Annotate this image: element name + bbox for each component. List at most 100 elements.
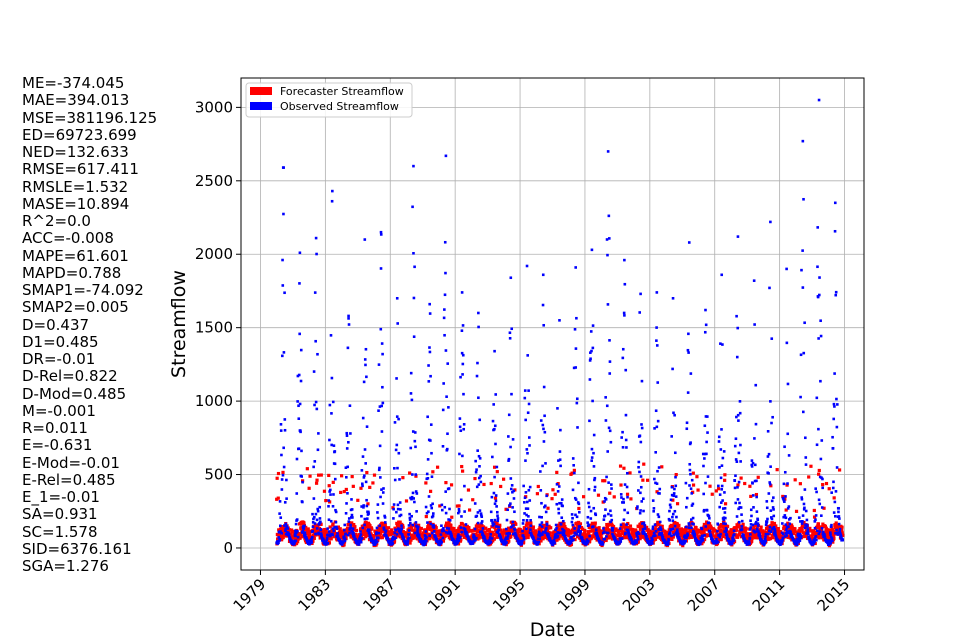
- observed-point: [658, 520, 662, 524]
- forecaster-point: [352, 522, 356, 527]
- observed-point: [719, 501, 723, 504]
- observed-point: [313, 460, 317, 463]
- forecaster-point: [499, 528, 503, 532]
- observed-point: [772, 496, 775, 499]
- forecaster-point: [618, 534, 622, 539]
- observed-point: [750, 459, 754, 462]
- observed-point: [292, 542, 296, 545]
- observed-point: [493, 475, 496, 479]
- forecaster-point: [404, 534, 408, 538]
- observed-point: [352, 533, 356, 537]
- observed-point: [491, 521, 494, 524]
- observed-point: [325, 537, 329, 540]
- observed-point: [395, 533, 399, 536]
- observed-point: [315, 407, 319, 411]
- forecaster-point: [741, 522, 745, 526]
- observed-point: [415, 510, 418, 513]
- observed-point: [783, 500, 786, 503]
- forecaster-point: [664, 535, 668, 539]
- observed-point: [591, 399, 594, 403]
- observed-point: [381, 502, 385, 505]
- forecaster-point: [294, 541, 299, 546]
- forecaster-point: [822, 506, 826, 510]
- observed-point: [310, 535, 314, 539]
- observed-point: [604, 396, 607, 399]
- forecaster-point: [603, 479, 607, 483]
- observed-point: [557, 485, 561, 488]
- observed-point: [438, 543, 441, 547]
- observed-point: [607, 237, 611, 240]
- observed-peak-point: [379, 230, 383, 234]
- observed-point: [441, 444, 445, 448]
- observed-point: [676, 534, 680, 538]
- observed-point: [754, 422, 758, 426]
- observed-point: [593, 476, 597, 480]
- observed-point: [523, 389, 527, 392]
- observed-point: [521, 529, 524, 533]
- observed-point: [413, 265, 416, 269]
- observed-point: [750, 465, 754, 468]
- observed-point: [556, 531, 559, 534]
- forecaster-point: [772, 521, 777, 526]
- observed-point: [278, 537, 282, 541]
- observed-point: [336, 532, 339, 535]
- observed-point: [408, 536, 411, 539]
- observed-point: [766, 455, 770, 458]
- observed-point: [749, 526, 753, 529]
- observed-point: [297, 417, 301, 420]
- observed-point: [317, 432, 320, 435]
- forecaster-point: [449, 524, 453, 528]
- forecaster-point: [502, 477, 506, 481]
- observed-point: [669, 506, 673, 509]
- observed-point: [735, 460, 739, 463]
- observed-point: [720, 488, 724, 491]
- observed-point: [296, 374, 300, 378]
- observed-point: [375, 526, 379, 530]
- observed-point: [480, 521, 483, 525]
- observed-point: [477, 396, 480, 400]
- forecaster-point: [322, 489, 327, 493]
- forecaster-point: [545, 528, 550, 533]
- observed-point: [522, 538, 526, 541]
- observed-point: [555, 526, 558, 530]
- observed-point: [613, 536, 616, 540]
- observed-point: [326, 527, 329, 530]
- observed-point: [446, 432, 449, 436]
- observed-point: [357, 543, 361, 546]
- observed-point: [588, 419, 591, 423]
- observed-point: [755, 510, 759, 513]
- observed-point: [639, 485, 643, 489]
- observed-point: [348, 404, 352, 407]
- forecaster-point: [351, 484, 355, 488]
- observed-point: [466, 535, 470, 539]
- forecaster-point: [522, 540, 526, 544]
- forecaster-point: [548, 531, 552, 535]
- observed-point: [459, 498, 463, 502]
- observed-point: [384, 534, 388, 537]
- forecaster-point: [788, 526, 792, 530]
- observed-point: [624, 413, 628, 417]
- observed-point: [611, 532, 614, 536]
- forecaster-point: [569, 542, 574, 547]
- observed-point: [776, 538, 780, 542]
- observed-point: [303, 524, 306, 528]
- observed-point: [284, 532, 288, 536]
- observed-point: [411, 430, 415, 433]
- forecaster-point: [708, 484, 712, 488]
- observed-point: [295, 457, 299, 461]
- observed-point: [669, 531, 672, 535]
- forecaster-point: [362, 537, 366, 541]
- observed-point: [367, 531, 371, 534]
- observed-point: [737, 419, 740, 422]
- forecaster-point: [456, 542, 461, 546]
- observed-point: [547, 535, 551, 539]
- forecaster-point: [340, 536, 344, 540]
- observed-point: [392, 503, 396, 506]
- observed-point: [457, 511, 460, 515]
- observed-point: [570, 513, 574, 516]
- observed-point: [347, 440, 350, 444]
- observed-point: [689, 372, 693, 375]
- forecaster-point: [591, 529, 595, 533]
- observed-point: [367, 510, 370, 514]
- forecaster-point: [821, 482, 825, 487]
